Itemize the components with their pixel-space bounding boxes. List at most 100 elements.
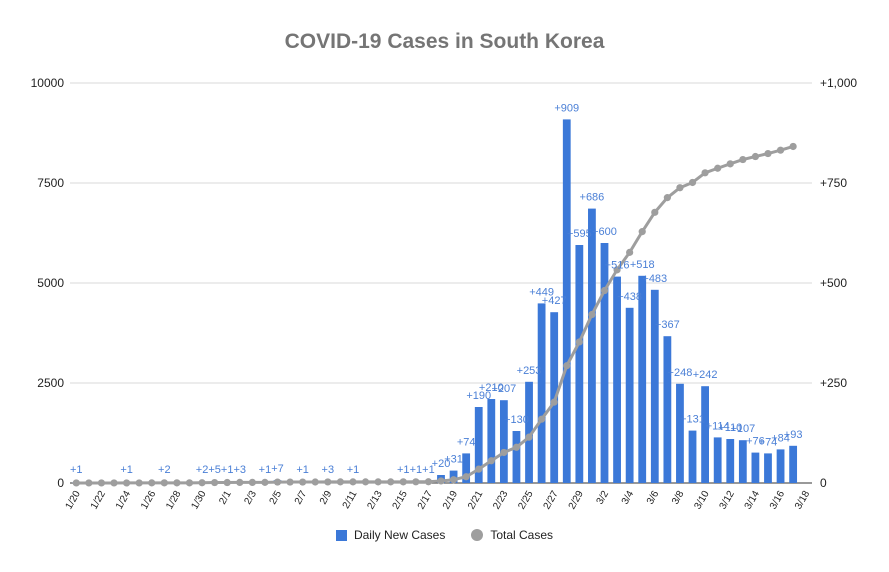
bar — [474, 407, 483, 483]
bar — [713, 437, 722, 483]
x-tick-label: 3/4 — [620, 489, 637, 507]
x-tick-label: 2/11 — [341, 489, 360, 511]
total-cases-point — [688, 178, 697, 187]
total-cases-point — [588, 310, 596, 319]
bar — [776, 449, 785, 483]
total-cases-point — [776, 146, 785, 154]
data-label: +74 — [457, 436, 476, 448]
total-cases-point — [676, 184, 684, 192]
total-cases-point — [538, 415, 546, 423]
total-cases-point — [374, 478, 382, 486]
total-cases-point — [701, 169, 709, 177]
x-tick-label: 2/19 — [441, 489, 460, 512]
x-tick-label: 2/17 — [416, 489, 435, 512]
data-label: +130 — [504, 414, 529, 426]
total-cases-point — [236, 478, 244, 486]
x-tick-label: 2/23 — [491, 489, 510, 512]
x-tick-label: 2/13 — [365, 489, 384, 512]
x-tick-label: 3/10 — [692, 489, 711, 512]
bar — [625, 307, 634, 483]
total-cases-point — [739, 155, 747, 164]
data-label: +253 — [517, 365, 542, 377]
total-cases-point — [286, 478, 294, 486]
bar — [663, 336, 672, 483]
total-cases-point — [575, 338, 583, 346]
x-tick-label: 2/29 — [567, 489, 586, 512]
x-tick-label: 3/6 — [645, 489, 662, 507]
x-tick-label: 3/14 — [743, 489, 762, 512]
x-tick-label: 3/8 — [670, 489, 687, 507]
data-label: +5 — [208, 464, 221, 476]
bar — [537, 303, 546, 483]
data-label: +1 — [221, 464, 234, 476]
data-label: +107 — [730, 423, 755, 435]
y-right-tick-label: +250 — [820, 376, 847, 390]
total-cases-point — [651, 208, 659, 216]
legend-item-daily[interactable]: Daily New Cases — [335, 528, 446, 542]
data-label: +2 — [158, 464, 171, 476]
total-cases-point — [500, 448, 508, 457]
total-cases-point — [751, 152, 760, 161]
legend: Daily New Cases Total Cases — [0, 528, 889, 542]
total-cases-point — [148, 479, 156, 487]
y-right-tick-label: +750 — [820, 176, 847, 190]
data-label: +1 — [120, 464, 133, 476]
data-label: +595 — [567, 228, 592, 240]
daily-bars — [72, 119, 798, 484]
y-left-tick-label: 0 — [57, 476, 64, 490]
total-cases-point — [399, 478, 407, 486]
data-label: +131 — [680, 414, 705, 426]
x-tick-label: 2/7 — [293, 489, 310, 507]
data-label: +3 — [234, 464, 247, 476]
y-left-tick-label: 7500 — [37, 176, 64, 190]
data-label: +516 — [605, 260, 630, 272]
data-label: +7 — [271, 463, 284, 475]
bar — [764, 453, 772, 483]
total-cases-point — [437, 477, 445, 485]
total-cases-point — [638, 228, 646, 236]
bar — [512, 431, 521, 483]
data-label: +686 — [580, 192, 605, 204]
x-tick-label: 2/15 — [391, 489, 410, 512]
bar — [462, 453, 471, 483]
total-cases-point — [726, 160, 734, 168]
y-left-tick-label: 2500 — [37, 376, 64, 390]
total-cases-point — [424, 478, 433, 486]
total-cases-point — [135, 479, 143, 487]
total-cases-point — [273, 478, 282, 486]
x-tick-label: 1/28 — [164, 489, 183, 512]
x-tick-label: 2/27 — [542, 489, 561, 512]
total-cases-point — [173, 479, 181, 487]
legend-label-daily: Daily New Cases — [353, 528, 446, 542]
data-label: +110 — [718, 422, 742, 434]
total-cases-point — [475, 465, 483, 473]
x-tick-label: 3/12 — [718, 489, 737, 512]
bar — [487, 399, 496, 483]
total-cases-point — [198, 479, 206, 487]
total-cases-point — [449, 476, 458, 484]
y-right-tick-label: +1,000 — [820, 76, 857, 90]
y-right-tick-label: +500 — [820, 276, 847, 290]
x-tick-label: 2/25 — [516, 489, 535, 512]
total-cases-point — [487, 457, 495, 465]
total-cases-point — [412, 478, 420, 486]
legend-swatch-total — [471, 529, 484, 541]
total-cases-point — [512, 443, 521, 451]
bar — [575, 245, 584, 483]
y-left-tick-label: 10000 — [31, 76, 65, 90]
total-cases-point — [626, 248, 634, 256]
total-cases-point — [97, 479, 106, 487]
x-tick-label: 1/22 — [89, 489, 108, 512]
data-label: +427 — [542, 295, 567, 307]
total-cases-point — [563, 362, 571, 370]
legend-item-total[interactable]: Total Cases — [471, 528, 553, 542]
data-label: +31 — [444, 454, 463, 466]
total-cases-point — [223, 478, 231, 487]
bar — [751, 452, 760, 483]
x-tick-label: 2/21 — [466, 489, 485, 512]
total-cases-point — [72, 479, 80, 487]
bar — [499, 400, 508, 483]
x-tick-label: 1/24 — [114, 489, 133, 512]
total-cases-point — [211, 478, 219, 487]
